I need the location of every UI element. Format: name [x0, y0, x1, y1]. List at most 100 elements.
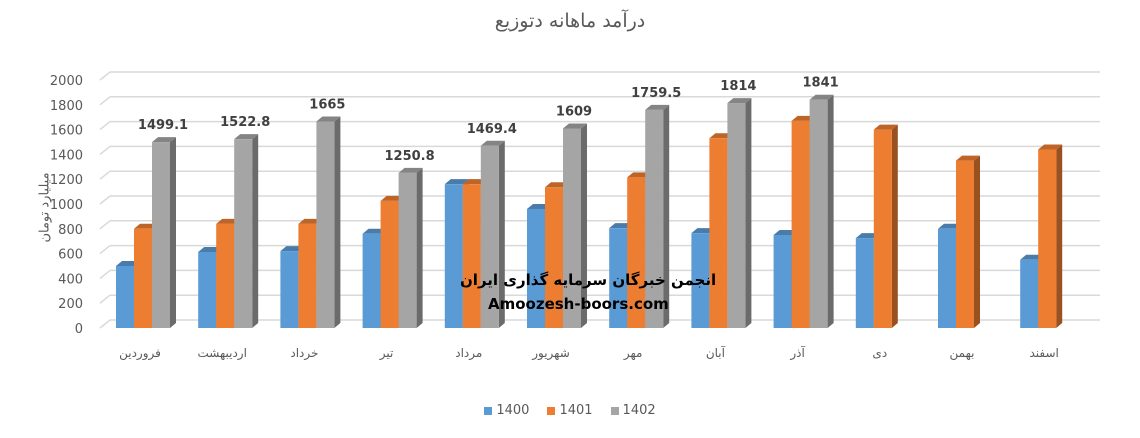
data-label: 1250.8	[385, 149, 435, 164]
bar-side-1402	[745, 98, 752, 329]
bar-1401	[956, 160, 974, 328]
y-tick-label: 600	[58, 248, 83, 263]
bar-1402	[480, 145, 499, 328]
x-tick-label: بهمن	[950, 346, 975, 361]
bar-1402	[152, 142, 170, 328]
bar-1401	[134, 228, 152, 328]
bar-1401	[627, 177, 646, 328]
y-tick-label: 2000	[50, 74, 83, 89]
bar-1402	[563, 128, 581, 328]
y-tick-label: 0	[75, 322, 83, 337]
bar-1401	[298, 223, 317, 328]
bar-top-1400	[444, 179, 469, 185]
bar-side-1402	[252, 134, 259, 328]
legend-label: 1402	[622, 403, 656, 418]
y-tick-label: 400	[58, 272, 83, 287]
gridline-perspective	[99, 145, 111, 155]
bar-1400	[938, 228, 956, 328]
bar-1400	[116, 266, 134, 328]
x-tick-label: مهر	[623, 346, 643, 361]
data-label: 1499.1	[138, 118, 188, 133]
bar-top-1402	[809, 94, 834, 100]
gridline-perspective	[99, 170, 111, 180]
gridline-perspective	[99, 269, 111, 279]
bar-1401	[380, 200, 399, 328]
chart-title: درآمد ماهانه دتوزیع	[494, 10, 646, 32]
bar-1402	[809, 99, 828, 328]
gridline-perspective	[99, 96, 111, 106]
bar-1400	[362, 233, 381, 328]
legend-swatch	[547, 406, 556, 415]
bar-side-1401	[974, 155, 980, 328]
bar-1401	[545, 187, 563, 328]
x-tick-label: اسفند	[1030, 346, 1059, 360]
bar-top-1402	[645, 104, 670, 110]
gridline-perspective	[99, 71, 111, 81]
bar-1401	[1038, 149, 1057, 328]
bar-top-1402	[727, 98, 752, 104]
gridline-perspective	[99, 294, 111, 304]
gridline-perspective	[99, 319, 111, 329]
y-tick-label: 1200	[50, 173, 83, 188]
data-label: 1841	[803, 76, 839, 91]
bar-1402	[316, 121, 335, 328]
bar-1400	[198, 251, 217, 328]
legend-label: 1400	[496, 403, 530, 418]
bar-side-1402	[498, 140, 505, 328]
bar-1400	[855, 238, 874, 328]
data-label: 1759.5	[631, 86, 681, 101]
bar-top-1401	[1038, 144, 1063, 150]
watermark-persian: انجمن خبرگان سرمایه گذاری ایران	[460, 271, 717, 289]
data-label: 1665	[309, 98, 345, 113]
bar-top-1402	[480, 140, 505, 146]
legend-item-1401: 1401	[547, 403, 593, 418]
y-tick-label: 200	[58, 297, 83, 312]
x-tick-label: شهریور	[531, 346, 570, 361]
bar-top-1402	[563, 123, 587, 129]
y-tick-label: 800	[58, 223, 83, 238]
watermark-url: Amoozesh-boors.com	[488, 295, 669, 313]
gridline-perspective	[99, 121, 111, 131]
y-tick-label: 1600	[50, 124, 83, 139]
data-label: 1814	[720, 79, 756, 94]
bar-side-1402	[581, 123, 587, 328]
data-label: 1522.8	[220, 115, 270, 130]
bar-side-1402	[663, 104, 670, 329]
bar-1400	[609, 228, 628, 328]
bar-1401	[216, 223, 235, 328]
x-tick-label: مرداد	[455, 346, 482, 361]
legend-item-1402: 1402	[610, 403, 656, 418]
x-tick-label: اردیبهشت	[197, 346, 246, 361]
bar-top-1401	[956, 155, 980, 161]
bar-1402	[234, 139, 253, 328]
y-tick-label: 1800	[50, 99, 83, 114]
y-tick-label: 1000	[50, 198, 83, 213]
x-tick-label: خرداد	[290, 346, 318, 361]
bar-1401	[709, 138, 728, 328]
legend-swatch	[484, 406, 493, 415]
x-tick-label: آبان	[706, 345, 726, 360]
bar-1400	[280, 251, 299, 328]
bar-1402	[398, 172, 417, 328]
bar-1400	[1020, 259, 1039, 328]
bar-top-1402	[398, 167, 423, 173]
bar-1401	[873, 129, 892, 328]
x-tick-label: آذر	[789, 345, 805, 361]
y-tick-label: 1400	[50, 148, 83, 163]
bar-side-1401	[891, 124, 898, 328]
bar-1400	[773, 235, 792, 328]
legend-label: 1401	[559, 403, 593, 418]
legend: 1400 1401 1402	[0, 403, 1140, 418]
bar-1400	[691, 233, 710, 328]
bar-top-1402	[234, 134, 259, 140]
bar-top-1401	[873, 124, 898, 130]
bar-1400	[527, 208, 545, 328]
bar-side-1402	[170, 137, 176, 328]
bar-1401	[791, 120, 810, 328]
bar-1401	[462, 184, 481, 328]
bar-side-1401	[1056, 144, 1063, 328]
x-tick-label: فروردین	[119, 346, 161, 361]
data-label: 1469.4	[467, 122, 517, 137]
legend-item-1400: 1400	[484, 403, 529, 418]
